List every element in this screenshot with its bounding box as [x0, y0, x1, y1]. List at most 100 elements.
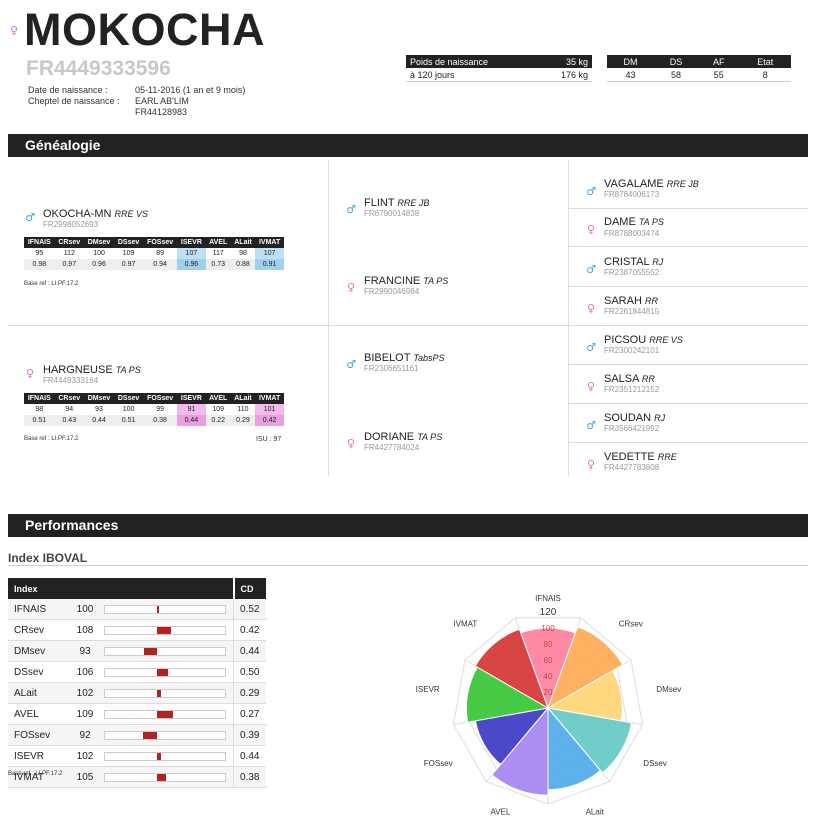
- divider: [568, 246, 808, 247]
- iboval-bar-fill: [142, 731, 157, 739]
- iboval-base-ref: Base ref : LI.PF.17.2: [8, 771, 63, 777]
- iboval-bar-fill: [144, 647, 157, 655]
- ggp-number: FR2387055552: [604, 268, 660, 277]
- ggp-name-line: PICSOU RRE VS: [604, 334, 683, 346]
- ggp-number: FR2351212152: [604, 385, 660, 394]
- index-header: AVEL: [205, 393, 231, 404]
- iboval-bar: [104, 625, 226, 635]
- ggp-breed: RRE: [657, 452, 677, 462]
- iboval-header-cd: CD: [232, 578, 266, 599]
- iboval-row: DSsev 106 0.50: [8, 661, 266, 683]
- cd-value: 0.96: [83, 259, 115, 270]
- cd-value: 0.38: [143, 415, 178, 426]
- iboval-cd: 0.38: [233, 766, 266, 788]
- cd-value: 0.51: [24, 415, 55, 426]
- index-value: 109: [212, 406, 225, 413]
- male-icon: ♂: [346, 203, 356, 216]
- tick-label: 120: [540, 607, 557, 618]
- divider: [568, 160, 569, 476]
- grandparent-number: FR4427784024: [364, 443, 420, 452]
- dam-isu: ISU : 97: [256, 436, 282, 443]
- iboval-bar: [104, 751, 226, 761]
- grandparent-breed: TabsPS: [413, 353, 445, 363]
- ggp-name-line: VEDETTE RRE: [604, 451, 677, 463]
- ggp-name-line: DAME TA PS: [604, 216, 664, 228]
- category-label: IFNAIS: [535, 594, 561, 603]
- female-icon: ♀: [9, 24, 19, 37]
- index-value: 94: [65, 406, 74, 413]
- cd-value: 0.51: [114, 415, 144, 426]
- index-header: CRsev: [54, 393, 84, 404]
- herd-name: EARL AB'LIM: [135, 96, 189, 106]
- index-header: DMsev: [83, 237, 115, 248]
- divider: [568, 286, 808, 287]
- animal-name: MOKOCHA: [24, 4, 265, 55]
- iboval-bar-fill: [157, 668, 168, 676]
- divider: [568, 325, 808, 326]
- iboval-value: 92: [67, 724, 103, 746]
- iboval-bar: [104, 730, 226, 740]
- iboval-cd: 0.39: [233, 724, 266, 746]
- ggp-name-line: VAGALAME RRE JB: [604, 178, 699, 190]
- iboval-value: 106: [67, 661, 103, 683]
- iboval-bar: [104, 709, 226, 719]
- ggp-breed: RJ: [654, 413, 666, 423]
- ggp-name-line: SALSA RR: [604, 373, 655, 385]
- ggp-number: FR2300242101: [604, 346, 660, 355]
- grandparent-name: BIBELOT: [364, 352, 411, 364]
- cd-value: 0.44: [177, 415, 206, 426]
- ggp-breed: RR: [641, 374, 655, 384]
- index-value: 101: [255, 404, 284, 415]
- ggp-number: FR8784006173: [604, 190, 660, 199]
- dam-breed: TA PS: [115, 365, 141, 375]
- iboval-label: IVMAT: [8, 766, 67, 788]
- iboval-cd: 0.29: [233, 682, 266, 704]
- index-header: ISEVR: [177, 393, 206, 404]
- dam-base-ref: Base ref : LI.PF.17.2: [24, 436, 79, 442]
- male-icon: ♂: [25, 211, 35, 224]
- ggp-breed: RJ: [652, 257, 664, 267]
- dam-index-header: IFNAIS CRsev DMsev DSsev FOSsev ISEVR AVEL ALai…: [24, 393, 284, 404]
- ggp-number: FR4427783808: [604, 463, 660, 472]
- category-label: FOSsev: [424, 759, 453, 768]
- score-header: AF: [697, 55, 740, 68]
- index-header: FOSsev: [143, 237, 178, 248]
- female-icon: ♀: [586, 223, 596, 236]
- animal-reg-number: FR4449333596: [26, 57, 171, 80]
- slice-crsev: [547, 626, 624, 710]
- iboval-row: AVEL 109 0.27: [8, 703, 266, 725]
- ggp-name: SALSA: [604, 373, 639, 385]
- iboval-row: ALait 102 0.29: [8, 682, 266, 704]
- dam-name-line: HARGNEUSE TA PS: [43, 364, 141, 376]
- dam-index-table: IFNAIS CRsev DMsev DSsev FOSsev ISEVR AVEL ALai…: [24, 393, 284, 426]
- iboval-cd: 0.44: [233, 640, 266, 662]
- birth-label: Date de naissance :: [28, 85, 108, 95]
- divider: [328, 160, 329, 476]
- section-genealogy: Généalogie: [8, 134, 808, 157]
- iboval-cd: 0.42: [233, 619, 266, 641]
- cd-value: 0.73: [205, 259, 231, 270]
- ggp-name: PICSOU: [604, 334, 647, 346]
- sire-name: OKOCHA-MN: [43, 208, 112, 220]
- ggp-name: VEDETTE: [604, 451, 655, 463]
- male-icon: ♂: [586, 419, 596, 432]
- herd-number: FR44128983: [135, 107, 188, 117]
- dam-cd-values: 0.51 0.43 0.44 0.51 0.38 0.44 0.22 0.29 0.42: [24, 415, 284, 426]
- category-label: CRsev: [619, 620, 643, 629]
- iboval-bar-fill: [157, 710, 174, 718]
- grandparent-name-line: FLINT RRE JB: [364, 197, 429, 209]
- ggp-breed: RRE VS: [649, 335, 683, 345]
- dam-index-values: 98 94 93 100 99 91 109 110 101: [24, 404, 284, 415]
- index-value: 117: [212, 250, 224, 257]
- divider: [8, 325, 328, 326]
- weights-row-value: 176 kg: [538, 68, 592, 82]
- cd-value: 0.44: [83, 415, 115, 426]
- female-icon: ♀: [346, 281, 356, 294]
- iboval-label: DSsev: [8, 661, 67, 683]
- grandparent-breed: TA PS: [423, 276, 449, 286]
- index-header: DSsev: [114, 393, 144, 404]
- sire-breed: RRE VS: [114, 209, 149, 219]
- tick-label: 100: [541, 624, 555, 633]
- sire-index-values: 95 112 100 109 89 107 117 98 107: [24, 248, 284, 259]
- tick-label: 80: [544, 640, 553, 649]
